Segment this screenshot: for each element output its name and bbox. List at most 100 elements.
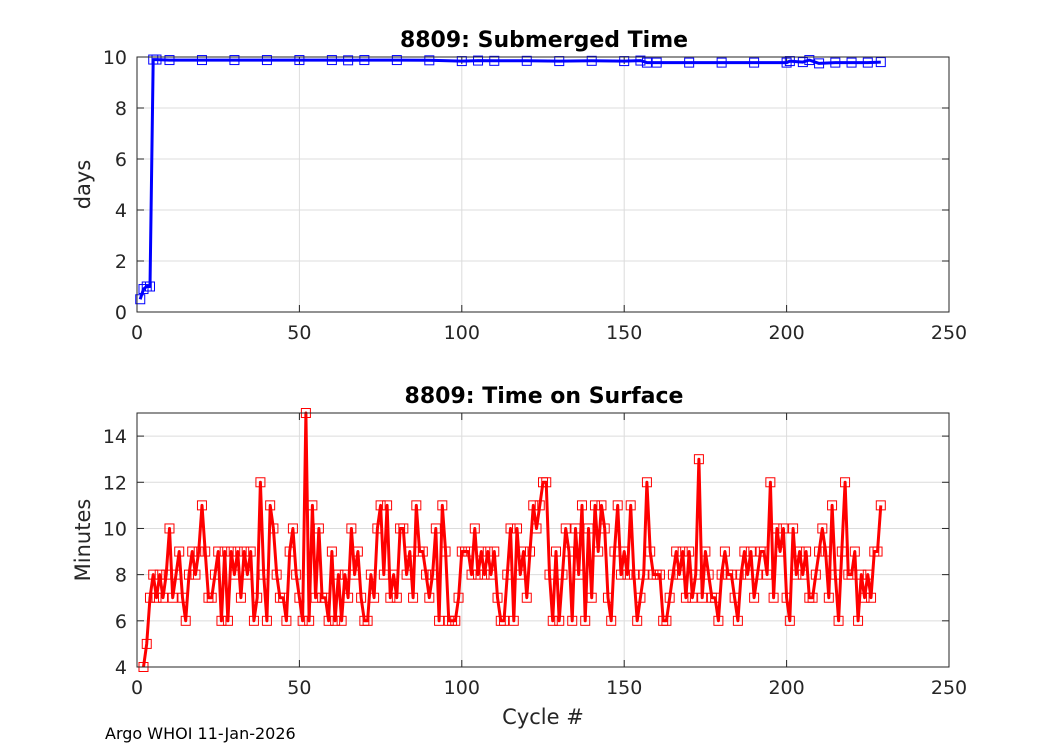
data-point [729,592,740,603]
data-point [680,592,691,603]
data-point [512,523,523,534]
data-point [378,569,389,580]
data-point [596,500,607,511]
y-tick-label: 6 [115,611,127,633]
data-point [846,57,857,68]
data-point [268,523,279,534]
data-point [369,592,380,603]
submerged-time-plot: 0 50 100 150 200 250 0 2 4 6 8 10 8809: Submerged Ti… [71,28,967,344]
data-point [229,55,240,66]
data-point [138,284,149,295]
data-point [492,592,503,603]
plot-area [137,413,949,667]
data-point [801,546,812,557]
data-point [466,569,477,580]
data-point [830,57,841,68]
data-point [375,500,386,511]
data-point [486,569,497,580]
chart-title: 8809: Time on Surface [405,384,684,409]
data-point [781,57,792,68]
data-point [875,500,886,511]
data-point [200,546,211,557]
data-point [391,55,402,66]
data-point [736,569,747,580]
data-point [840,477,851,488]
data-point [209,569,220,580]
data-point [557,569,568,580]
data-point [749,592,760,603]
data-point [391,592,402,603]
x-tick-label: 200 [768,677,804,699]
data-point [794,546,805,557]
data-point [424,55,435,66]
data-point [567,615,578,626]
data-point [525,546,536,557]
footer-credit: Argo WHOI 11-Jan-2026 [105,724,296,743]
data-point [544,569,555,580]
data-point [875,57,886,68]
data-point [320,592,331,603]
data-point [388,569,399,580]
data-point [700,546,711,557]
data-point [164,523,175,534]
data-point [541,477,552,488]
data-point [424,592,435,603]
data-point [807,592,818,603]
data-point [417,546,428,557]
data-point [144,592,155,603]
data-point [612,500,623,511]
data-point [278,592,289,603]
data-point [196,500,207,511]
data-point [661,615,672,626]
data-point [235,592,246,603]
data-point [294,592,305,603]
data-point [866,592,877,603]
data-point [372,523,383,534]
x-tick-label: 250 [931,677,967,699]
data-point [628,569,639,580]
data-point [206,592,217,603]
data-point [294,55,305,66]
data-point [440,546,451,557]
axes-frame [136,412,950,668]
data-point [632,615,643,626]
data-point [547,615,558,626]
data-point [310,592,321,603]
data-point [323,615,334,626]
data-point [313,523,324,534]
data-point [563,546,574,557]
data-point [229,569,240,580]
data-point [307,500,318,511]
data-point [242,569,253,580]
x-tick-label: 150 [606,677,642,699]
data-point [245,546,256,557]
data-point [437,500,448,511]
data-point [742,569,753,580]
data-point [450,615,461,626]
data-point [164,55,175,66]
y-tick-label: 12 [103,472,127,494]
data-point [359,55,370,66]
data-point [778,523,789,534]
data-point [222,615,233,626]
data-point [846,569,857,580]
data-point [508,615,519,626]
data-point [768,592,779,603]
data-point [287,523,298,534]
data-point [697,592,708,603]
data-point [411,500,422,511]
data-point [804,55,815,66]
data-point [716,569,727,580]
data-point [343,592,354,603]
data-point [814,546,825,557]
data-point [434,615,445,626]
data-point [710,592,721,603]
data-point [343,55,354,66]
data-point [693,454,704,465]
data-point [580,615,591,626]
data-point [258,569,269,580]
data-point [167,592,178,603]
data-point [684,57,695,68]
data-point [261,615,272,626]
data-point [554,615,565,626]
